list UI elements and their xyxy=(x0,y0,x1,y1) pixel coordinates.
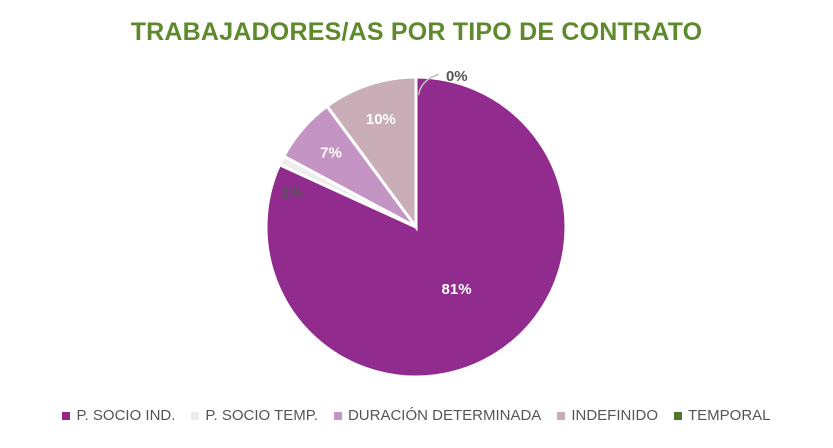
legend-label-p-socio-temp: P. SOCIO TEMP. xyxy=(205,407,318,424)
chart-title: TRABAJADORES/AS POR TIPO DE CONTRATO xyxy=(130,18,703,46)
chart-legend: P. SOCIO IND. P. SOCIO TEMP. DURACIÓN DETE… xyxy=(0,407,833,424)
legend-item-p-socio-ind: P. SOCIO IND. xyxy=(62,407,175,424)
legend-label-temporal: TEMPORAL xyxy=(687,407,771,424)
data-label-p-socio-temp: 1% xyxy=(281,184,303,201)
data-label-temporal: 0% xyxy=(446,68,468,85)
legend-label-indefinido: INDEFINIDO xyxy=(571,407,658,424)
legend-label-duracion-determinada: DURACIÓN DETERMINADA xyxy=(347,407,542,424)
leader-line-temporal xyxy=(417,73,440,96)
legend-swatch-p-socio-ind xyxy=(62,411,71,420)
legend-swatch-duracion-determinada xyxy=(333,411,342,420)
data-label-indefinido: 10% xyxy=(366,111,396,128)
pie-slice-indefinido xyxy=(324,75,418,232)
legend-item-duracion-determinada: DURACIÓN DETERMINADA xyxy=(333,407,542,424)
legend-swatch-indefinido xyxy=(557,411,566,420)
legend-swatch-temporal xyxy=(673,411,682,420)
legend-item-temporal: TEMPORAL xyxy=(673,407,771,424)
data-label-duracion-determinada: 7% xyxy=(320,144,342,161)
legend-swatch-p-socio-temp xyxy=(191,411,200,420)
legend-item-indefinido: INDEFINIDO xyxy=(557,407,658,424)
data-label-p-socio-ind: 81% xyxy=(442,281,472,298)
legend-label-p-socio-ind: P. SOCIO IND. xyxy=(76,407,176,424)
legend-item-p-socio-temp: P. SOCIO TEMP. xyxy=(191,407,318,424)
